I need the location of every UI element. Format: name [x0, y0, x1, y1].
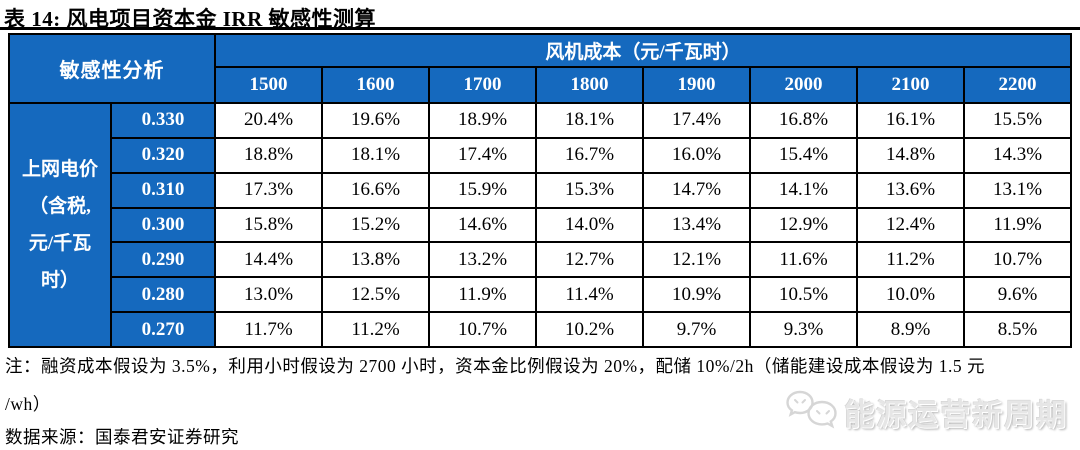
irr-cell: 11.6% [751, 243, 856, 277]
irr-cell: 16.1% [858, 104, 963, 137]
irr-cell: 16.6% [323, 173, 428, 207]
irr-cell: 9.6% [965, 278, 1070, 312]
irr-cell: 18.9% [430, 104, 535, 137]
irr-cell: 10.2% [537, 313, 642, 346]
irr-cell: 10.7% [430, 313, 535, 346]
irr-cell: 16.7% [537, 138, 642, 172]
irr-cell: 14.3% [965, 138, 1070, 172]
row-label: 0.280 [112, 278, 214, 312]
irr-cell: 11.9% [965, 208, 1070, 242]
col-header: 2000 [751, 68, 856, 102]
col-header: 1800 [537, 68, 642, 102]
irr-cell: 10.0% [858, 278, 963, 312]
corner-header: 敏感性分析 [10, 35, 214, 102]
watermark: 能源运营新周期 [786, 388, 1068, 435]
irr-cell: 15.3% [537, 173, 642, 207]
irr-cell: 14.0% [537, 208, 642, 242]
irr-cell: 16.8% [751, 104, 856, 137]
irr-cell: 13.0% [216, 278, 321, 312]
irr-cell: 14.1% [751, 173, 856, 207]
irr-cell: 10.7% [965, 243, 1070, 277]
irr-cell: 15.2% [323, 208, 428, 242]
row-label: 0.270 [112, 313, 214, 346]
col-header: 1900 [644, 68, 749, 102]
irr-cell: 12.5% [323, 278, 428, 312]
row-label: 0.330 [112, 104, 214, 137]
irr-cell: 19.6% [323, 104, 428, 137]
row-group-header: 上网电价 （含税, 元/千瓦 时） [10, 104, 110, 346]
irr-cell: 13.8% [323, 243, 428, 277]
irr-cell: 14.7% [644, 173, 749, 207]
irr-cell: 9.7% [644, 313, 749, 346]
irr-cell: 15.8% [216, 208, 321, 242]
irr-cell: 17.4% [644, 104, 749, 137]
irr-cell: 11.4% [537, 278, 642, 312]
watermark-text: 能源运营新周期 [844, 398, 1068, 432]
irr-cell: 18.1% [537, 104, 642, 137]
irr-cell: 17.4% [430, 138, 535, 172]
irr-cell: 14.6% [430, 208, 535, 242]
irr-cell: 10.9% [644, 278, 749, 312]
irr-cell: 13.4% [644, 208, 749, 242]
irr-cell: 8.5% [965, 313, 1070, 346]
irr-cell: 12.4% [858, 208, 963, 242]
irr-cell: 18.1% [323, 138, 428, 172]
irr-cell: 11.7% [216, 313, 321, 346]
irr-cell: 17.3% [216, 173, 321, 207]
irr-cell: 9.3% [751, 313, 856, 346]
irr-cell: 15.9% [430, 173, 535, 207]
irr-cell: 10.5% [751, 278, 856, 312]
irr-cell: 15.5% [965, 104, 1070, 137]
irr-cell: 12.9% [751, 208, 856, 242]
irr-cell: 12.7% [537, 243, 642, 277]
row-label: 0.320 [112, 138, 214, 172]
irr-cell: 13.1% [965, 173, 1070, 207]
col-header: 2200 [965, 68, 1070, 102]
irr-cell: 13.6% [858, 173, 963, 207]
wechat-icon [786, 388, 838, 435]
row-label: 0.310 [112, 173, 214, 207]
footnote-line1: 注：融资成本假设为 3.5%，利用小时假设为 2700 小时，资本金比例假设为 … [5, 356, 985, 376]
irr-cell: 14.4% [216, 243, 321, 277]
title-divider [0, 27, 1080, 30]
irr-cell: 8.9% [858, 313, 963, 346]
irr-cell: 12.1% [644, 243, 749, 277]
col-header: 2100 [858, 68, 963, 102]
data-source: 数据来源：国泰君安证券研究 [5, 427, 239, 447]
irr-cell: 18.8% [216, 138, 321, 172]
irr-cell: 15.4% [751, 138, 856, 172]
irr-cell: 13.2% [430, 243, 535, 277]
row-label: 0.300 [112, 208, 214, 242]
col-header: 1600 [323, 68, 428, 102]
column-group-header: 风机成本（元/千瓦时） [216, 35, 1070, 66]
col-header: 1700 [430, 68, 535, 102]
irr-cell: 11.2% [323, 313, 428, 346]
irr-cell: 20.4% [216, 104, 321, 137]
irr-cell: 14.8% [858, 138, 963, 172]
row-label: 0.290 [112, 243, 214, 277]
col-header: 1500 [216, 68, 321, 102]
irr-sensitivity-table: 敏感性分析 风机成本（元/千瓦时） 上网电价 （含税, 元/千瓦 时） 1500… [8, 33, 1072, 348]
footnote-line2: /wh） [5, 394, 51, 414]
irr-cell: 11.9% [430, 278, 535, 312]
irr-cell: 11.2% [858, 243, 963, 277]
irr-cell: 16.0% [644, 138, 749, 172]
